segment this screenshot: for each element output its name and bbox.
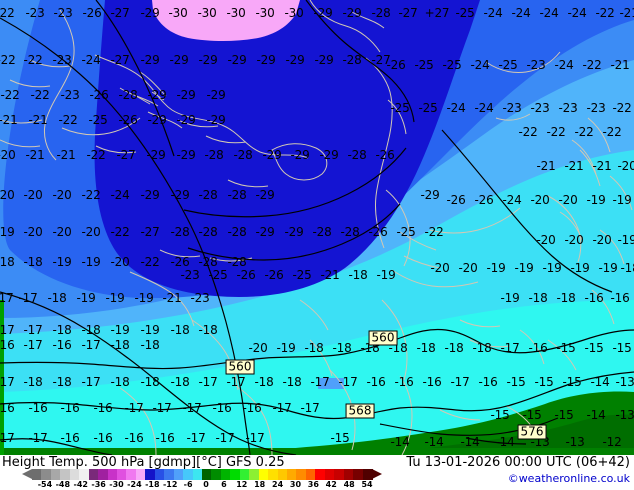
- copyright-credit[interactable]: ©weatheronline.co.uk: [507, 472, 630, 485]
- height-contour-label: 560: [225, 359, 255, 375]
- color-scale-swatch: [60, 469, 71, 480]
- color-scale-ticks: -54 -48 -42 -36 -30 -24 -18 -12 -6 0 6 12 18 24 30 36 42…: [22, 480, 382, 490]
- color-scale-swatch: [324, 469, 335, 480]
- coastline-layer: [0, 0, 633, 455]
- color-scale-swatch: [239, 469, 250, 480]
- temp-band-green-strip: [0, 448, 634, 455]
- color-scale-swatch: [50, 469, 61, 480]
- color-scale-tick-label: 0: [203, 480, 209, 489]
- color-scale-swatch: [173, 469, 184, 480]
- color-scale-swatch: [98, 469, 109, 480]
- map-canvas[interactable]: -22-23-23-26-27-29-30-30-30-30-30-29-29-…: [0, 0, 634, 455]
- color-scale-tick-label: 30: [289, 480, 302, 489]
- temp-band-minus29: [94, 0, 480, 297]
- color-scale-tick-label: -48: [55, 480, 71, 489]
- color-scale-tick-label: -36: [91, 480, 106, 489]
- color-scale-tick-label: -30: [109, 480, 124, 489]
- color-scale-swatch: [164, 469, 175, 480]
- height-contour-label: 560: [368, 330, 398, 346]
- height-contour-label: 576: [517, 424, 547, 440]
- color-scale-left-arrow: [22, 469, 32, 479]
- temp-band-below-minus30: [152, 0, 300, 41]
- color-scale-swatch: [268, 469, 279, 480]
- color-scale-swatch: [126, 469, 137, 480]
- map-title: Height Temp. 500 hPa [gdmp][°C] GFS 0.25: [2, 455, 285, 470]
- color-scale-tick-label: -42: [73, 480, 88, 489]
- color-scale-tick-label: -54: [37, 480, 53, 489]
- color-scale-swatch: [202, 469, 213, 480]
- color-scale-tick-label: 24: [272, 480, 284, 489]
- color-scale-swatch: [69, 469, 80, 480]
- color-scale-swatch: [220, 469, 231, 480]
- color-scale-swatch: [296, 469, 307, 480]
- color-scale-tick-label: 36: [307, 480, 319, 489]
- color-scale-swatch: [334, 469, 345, 480]
- color-scale-swatch: [343, 469, 354, 480]
- map-footer: Height Temp. 500 hPa [gdmp][°C] GFS 0.25…: [0, 455, 634, 490]
- color-scale-swatch: [277, 469, 288, 480]
- color-scale-swatch: [230, 469, 241, 480]
- color-scale-swatch: [287, 469, 298, 480]
- color-scale-swatch: [362, 469, 373, 480]
- color-scale-tick-label: 12: [236, 480, 248, 489]
- color-scale-swatch: [315, 469, 326, 480]
- color-scale-swatch: [305, 469, 316, 480]
- color-scale-swatch: [145, 469, 156, 480]
- height-contour-label: 568: [345, 403, 375, 419]
- color-scale-legend: -54 -48 -42 -36 -30 -24 -18 -12 -6 0 6 12 18 24 30 36 42…: [22, 469, 382, 490]
- color-scale-swatch: [258, 469, 269, 480]
- map-graphics: [0, 0, 634, 455]
- height-contour-layer: [0, 0, 634, 455]
- temp-patch-small: [318, 378, 344, 389]
- color-scale-swatch: [183, 469, 194, 480]
- color-scale-tick-label: 6: [221, 480, 227, 489]
- color-scale-tick-label: -12: [162, 480, 178, 489]
- color-scale-tick-label: 54: [361, 480, 373, 489]
- color-scale-swatch: [154, 469, 165, 480]
- color-scale-swatch: [117, 469, 128, 480]
- model-run-timestamp: Tu 13-01-2026 00:00 UTC (06+42): [406, 455, 630, 470]
- color-scale-bar: [22, 469, 382, 480]
- color-scale-right-arrow: [372, 469, 382, 479]
- color-scale-swatch: [211, 469, 222, 480]
- color-scale-swatch: [192, 469, 203, 480]
- color-scale-tick-label: 42: [325, 480, 337, 489]
- color-scale-swatch: [41, 469, 52, 480]
- color-scale-swatch: [135, 469, 146, 480]
- color-scale-swatch: [249, 469, 260, 480]
- color-scale-tick-label: 48: [343, 480, 355, 489]
- color-scale-tick-label: -24: [127, 480, 142, 489]
- color-scale-tick-label: -6: [183, 480, 193, 489]
- color-scale-swatch: [107, 469, 118, 480]
- color-scale-swatch: [79, 469, 90, 480]
- color-scale-swatch: [88, 469, 99, 480]
- temp-band-minus12: [390, 414, 634, 455]
- color-scale-swatch: [32, 469, 43, 480]
- color-scale-tick-label: 18: [254, 480, 266, 489]
- color-scale-tick-label: -18: [145, 480, 160, 489]
- temp-band-green-edge: [0, 300, 4, 455]
- color-scale-swatch: [353, 469, 364, 480]
